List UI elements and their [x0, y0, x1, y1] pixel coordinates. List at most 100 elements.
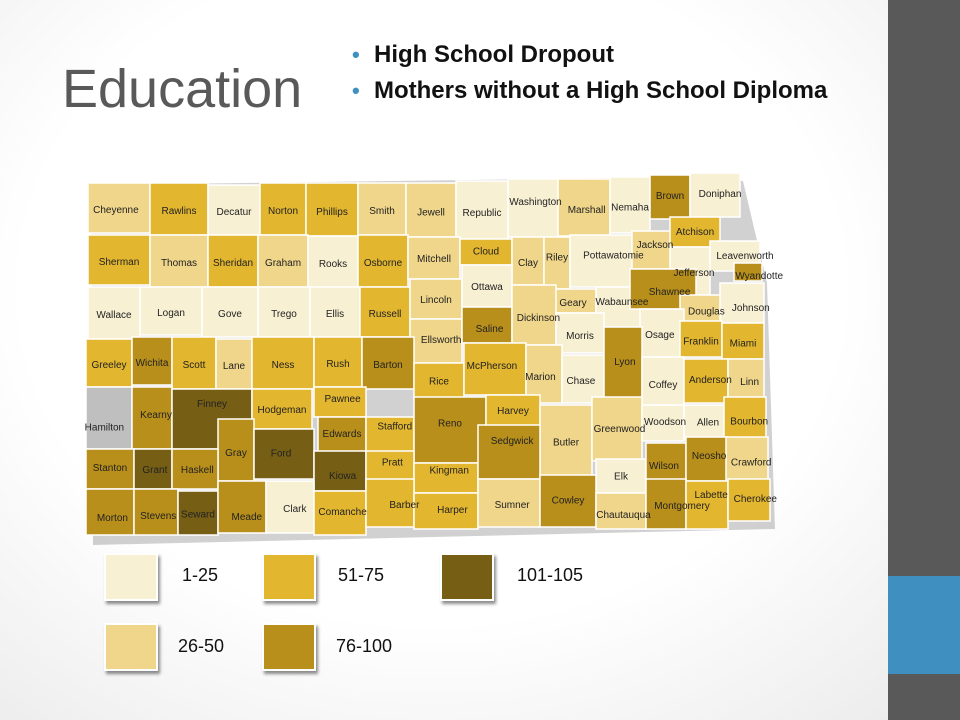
- county-label-ellsworth: Ellsworth: [421, 335, 462, 346]
- bullet-text: High School Dropout: [374, 41, 614, 68]
- county-label-pottawatomie: Pottawatomie: [583, 250, 644, 261]
- county-ellis: [309, 286, 361, 338]
- county-label-miami: Miami: [730, 338, 757, 349]
- county-label-pawnee: Pawnee: [325, 394, 362, 405]
- county-hamilton: [85, 386, 133, 450]
- county-label-labette: Labette: [695, 490, 729, 501]
- county-label-stafford: Stafford: [377, 422, 412, 433]
- county-label-allen: Allen: [697, 417, 719, 428]
- county-label-hodgeman: Hodgeman: [258, 405, 307, 416]
- county-label-geary: Geary: [559, 298, 586, 309]
- county-republic: [455, 180, 509, 240]
- county-label-ness: Ness: [272, 360, 295, 371]
- county-phillips: [305, 182, 359, 237]
- county-elk: [595, 458, 647, 494]
- county-label-douglas: Douglas: [688, 307, 725, 318]
- county-label-jackson: Jackson: [637, 240, 674, 251]
- legend-label-51-75: 51-75: [338, 565, 385, 585]
- county-mcpherson: [463, 342, 527, 396]
- county-label-ellis: Ellis: [326, 309, 344, 320]
- county-label-neosho: Neosho: [692, 451, 727, 462]
- county-linn: [727, 358, 765, 400]
- legend-swatch-26-50: [104, 623, 158, 671]
- county-label-woodson: Woodson: [644, 417, 686, 428]
- county-label-ottawa: Ottawa: [471, 282, 503, 293]
- county-label-sedgwick: Sedgwick: [491, 436, 535, 447]
- sidebar-accent: [888, 576, 960, 674]
- county-gove: [201, 286, 259, 338]
- county-label-ford: Ford: [271, 449, 292, 460]
- county-label-mcpherson: McPherson: [467, 361, 518, 372]
- county-label-saline: Saline: [476, 324, 504, 335]
- county-label-coffey: Coffey: [649, 380, 678, 391]
- county-meade: [217, 480, 267, 534]
- county-label-scott: Scott: [183, 360, 206, 371]
- county-wichita: [131, 336, 173, 386]
- slide-title: Education: [62, 59, 303, 119]
- county-label-wilson: Wilson: [649, 461, 679, 472]
- legend-swatch-101-105: [440, 553, 494, 601]
- county-label-hamilton: Hamilton: [85, 422, 124, 433]
- bullet-text: Mothers without a High School Diploma: [374, 77, 828, 104]
- bullet-icon: •: [352, 78, 360, 103]
- county-ellsworth: [409, 318, 463, 364]
- county-seward: [177, 490, 219, 536]
- county-label-phillips: Phillips: [316, 207, 348, 218]
- county-haskell: [171, 448, 219, 490]
- county-bourbon: [723, 396, 767, 440]
- county-morris: [555, 312, 605, 354]
- county-shawnee: [629, 268, 697, 310]
- county-label-greeley: Greeley: [91, 360, 126, 371]
- county-washington: [507, 178, 559, 238]
- county-label-rawlins: Rawlins: [161, 206, 196, 217]
- county-edwards: [317, 416, 367, 454]
- county-label-barton: Barton: [373, 360, 402, 371]
- legend-label-26-50: 26-50: [178, 636, 225, 656]
- county-label-morris: Morris: [566, 331, 594, 342]
- county-harper: [413, 492, 479, 530]
- county-label-dickinson: Dickinson: [517, 313, 560, 324]
- county-label-osage: Osage: [645, 330, 675, 341]
- county-sherman: [87, 234, 151, 286]
- county-sedgwick: [477, 424, 541, 480]
- county-label-kingman: Kingman: [429, 466, 468, 477]
- county-graham: [257, 234, 309, 288]
- county-label-harper: Harper: [437, 505, 468, 516]
- county-label-graham: Graham: [265, 258, 301, 269]
- county-label-edwards: Edwards: [323, 429, 362, 440]
- county-greenwood: [591, 396, 643, 462]
- county-label-russell: Russell: [369, 309, 402, 320]
- county-label-greenwood: Greenwood: [594, 424, 646, 435]
- county-label-brown: Brown: [656, 191, 684, 202]
- county-label-jefferson: Jefferson: [674, 268, 715, 279]
- county-hodgeman: [251, 388, 313, 430]
- county-label-lane: Lane: [223, 361, 246, 372]
- county-label-chase: Chase: [566, 376, 595, 387]
- county-label-riley: Riley: [546, 252, 568, 263]
- county-stafford: [365, 416, 415, 454]
- county-label-grant: Grant: [142, 465, 167, 476]
- county-label-rush: Rush: [326, 359, 349, 370]
- county-label-wallace: Wallace: [96, 310, 132, 321]
- county-harvey: [485, 394, 541, 428]
- county-label-atchison: Atchison: [676, 227, 714, 238]
- county-marion: [525, 344, 563, 404]
- county-comanche: [313, 490, 367, 536]
- county-label-smith: Smith: [369, 206, 395, 217]
- county-doniphan: [689, 172, 741, 218]
- legend-swatch-76-100: [262, 623, 316, 671]
- county-label-decatur: Decatur: [216, 207, 252, 218]
- county-label-stanton: Stanton: [93, 463, 127, 474]
- county-label-mitchell: Mitchell: [417, 254, 451, 265]
- county-cherokee: [727, 478, 771, 522]
- county-label-kearny: Kearny: [140, 410, 172, 421]
- county-neosho: [685, 436, 729, 482]
- county-label-butler: Butler: [553, 438, 580, 449]
- county-label-johnson: Johnson: [732, 303, 770, 314]
- county-label-leavenworth: Leavenworth: [716, 251, 773, 262]
- county-label-montgomery: Montgomery: [654, 501, 710, 512]
- county-label-clay: Clay: [518, 258, 538, 269]
- county-label-morton: Morton: [97, 513, 128, 524]
- county-label-marshall: Marshall: [568, 205, 606, 216]
- legend-label-76-100: 76-100: [336, 636, 393, 656]
